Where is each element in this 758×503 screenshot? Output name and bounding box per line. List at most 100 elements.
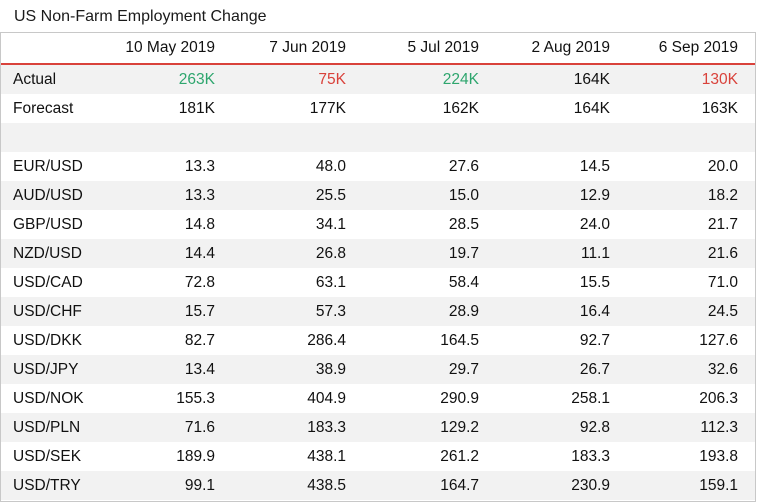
pair-value: 164.5 <box>440 331 479 349</box>
actual-value: 224K <box>442 70 479 88</box>
pair-value: 12.9 <box>579 186 610 204</box>
actual-value: 263K <box>178 70 215 88</box>
pair-label: USD/CAD <box>13 273 83 291</box>
pair-row: USD/SEK 189.9 438.1 261.2 183.3 193.8 <box>1 442 755 471</box>
pair-value: 164.7 <box>440 476 479 494</box>
pair-value: 20.0 <box>707 157 738 175</box>
row-label: Actual <box>13 70 57 88</box>
pair-value: 183.3 <box>307 418 346 436</box>
spacer-row <box>1 123 755 152</box>
pair-row: GBP/USD 14.8 34.1 28.5 24.0 21.7 <box>1 210 755 239</box>
pair-value: 438.1 <box>307 447 346 465</box>
pair-row: NZD/USD 14.4 26.8 19.7 11.1 21.6 <box>1 239 755 268</box>
pair-value: 92.7 <box>579 331 610 349</box>
pair-value: 38.9 <box>315 360 346 378</box>
pair-value: 13.3 <box>184 157 215 175</box>
pair-value: 21.7 <box>707 215 738 233</box>
pair-label: USD/NOK <box>13 389 84 407</box>
pair-label: USD/TRY <box>13 476 81 494</box>
pair-row: EUR/USD 13.3 48.0 27.6 14.5 20.0 <box>1 152 755 181</box>
pair-row: USD/TRY 99.1 438.5 164.7 230.9 159.1 <box>1 471 755 500</box>
pair-label: USD/JPY <box>13 360 79 378</box>
pair-value: 28.5 <box>448 215 479 233</box>
actual-row: Actual 263K 75K 224K 164K 130K <box>1 65 755 94</box>
pair-value: 155.3 <box>176 389 215 407</box>
actual-value: 130K <box>701 70 738 88</box>
pair-value: 16.4 <box>579 302 610 320</box>
pair-value: 29.7 <box>448 360 479 378</box>
pair-value: 261.2 <box>440 447 479 465</box>
pair-value: 230.9 <box>571 476 610 494</box>
pair-row: USD/PLN 71.6 183.3 129.2 92.8 112.3 <box>1 413 755 442</box>
pair-value: 58.4 <box>448 273 479 291</box>
pair-value: 99.1 <box>184 476 215 494</box>
pair-value: 21.6 <box>707 244 738 262</box>
pair-value: 82.7 <box>184 331 215 349</box>
pair-value: 34.1 <box>315 215 346 233</box>
pair-value: 57.3 <box>315 302 346 320</box>
pair-value: 19.7 <box>448 244 479 262</box>
pair-value: 63.1 <box>315 273 346 291</box>
pair-value: 27.6 <box>448 157 479 175</box>
pair-value: 14.8 <box>184 215 215 233</box>
forecast-value: 162K <box>442 99 479 117</box>
header-date: 2 Aug 2019 <box>531 39 610 56</box>
pair-value: 258.1 <box>571 389 610 407</box>
pair-value: 15.5 <box>579 273 610 291</box>
pair-label: USD/CHF <box>13 302 82 320</box>
header-date: 10 May 2019 <box>125 39 215 56</box>
header-date: 6 Sep 2019 <box>658 39 738 56</box>
actual-value: 164K <box>573 70 610 88</box>
header-date: 5 Jul 2019 <box>407 39 479 56</box>
pair-row: USD/DKK 82.7 286.4 164.5 92.7 127.6 <box>1 326 755 355</box>
pair-label: GBP/USD <box>13 215 83 233</box>
pair-value: 112.3 <box>700 418 738 436</box>
forecast-row: Forecast 181K 177K 162K 164K 163K <box>1 94 755 123</box>
pair-value: 290.9 <box>440 389 479 407</box>
pair-value: 92.8 <box>579 418 610 436</box>
pair-value: 14.4 <box>184 244 215 262</box>
pair-row: USD/NOK 155.3 404.9 290.9 258.1 206.3 <box>1 384 755 413</box>
table-header-row: 10 May 2019 7 Jun 2019 5 Jul 2019 2 Aug … <box>1 33 755 65</box>
forecast-value: 163K <box>701 99 738 117</box>
pair-value: 193.8 <box>699 447 738 465</box>
pair-value: 129.2 <box>440 418 479 436</box>
pair-value: 13.4 <box>184 360 215 378</box>
pair-value: 11.1 <box>580 244 610 262</box>
pair-value: 15.7 <box>184 302 215 320</box>
pair-value: 32.6 <box>707 360 738 378</box>
pair-value: 24.0 <box>579 215 610 233</box>
pair-value: 438.5 <box>307 476 346 494</box>
pair-label: NZD/USD <box>13 244 82 262</box>
pair-row: USD/JPY 13.4 38.9 29.7 26.7 32.6 <box>1 355 755 384</box>
pair-value: 15.0 <box>448 186 479 204</box>
pair-label: USD/PLN <box>13 418 81 436</box>
pair-value: 48.0 <box>315 157 346 175</box>
pair-value: 28.9 <box>448 302 479 320</box>
pair-value: 13.3 <box>184 186 215 204</box>
pair-value: 26.8 <box>315 244 346 262</box>
pair-value: 18.2 <box>707 186 738 204</box>
pair-value: 25.5 <box>315 186 346 204</box>
pair-value: 71.6 <box>184 418 215 436</box>
pair-label: USD/DKK <box>13 331 82 349</box>
pair-row: AUD/USD 13.3 25.5 15.0 12.9 18.2 <box>1 181 755 210</box>
pair-value: 159.1 <box>699 476 738 494</box>
pair-label: USD/SEK <box>13 447 82 465</box>
pair-value: 72.8 <box>184 273 215 291</box>
pair-value: 14.5 <box>579 157 610 175</box>
forecast-value: 177K <box>309 99 346 117</box>
forecast-value: 164K <box>573 99 610 117</box>
pair-value: 286.4 <box>307 331 346 349</box>
pair-value: 206.3 <box>699 389 738 407</box>
header-date: 7 Jun 2019 <box>269 39 346 56</box>
pair-label: EUR/USD <box>13 157 83 175</box>
pair-value: 71.0 <box>707 273 738 291</box>
pair-row: USD/CHF 15.7 57.3 28.9 16.4 24.5 <box>1 297 755 326</box>
pair-value: 127.6 <box>699 331 738 349</box>
actual-value: 75K <box>318 70 346 88</box>
pair-value: 183.3 <box>571 447 610 465</box>
pair-value: 26.7 <box>579 360 610 378</box>
table-title: US Non-Farm Employment Change <box>14 8 267 25</box>
pair-row: USD/CAD 72.8 63.1 58.4 15.5 71.0 <box>1 268 755 297</box>
